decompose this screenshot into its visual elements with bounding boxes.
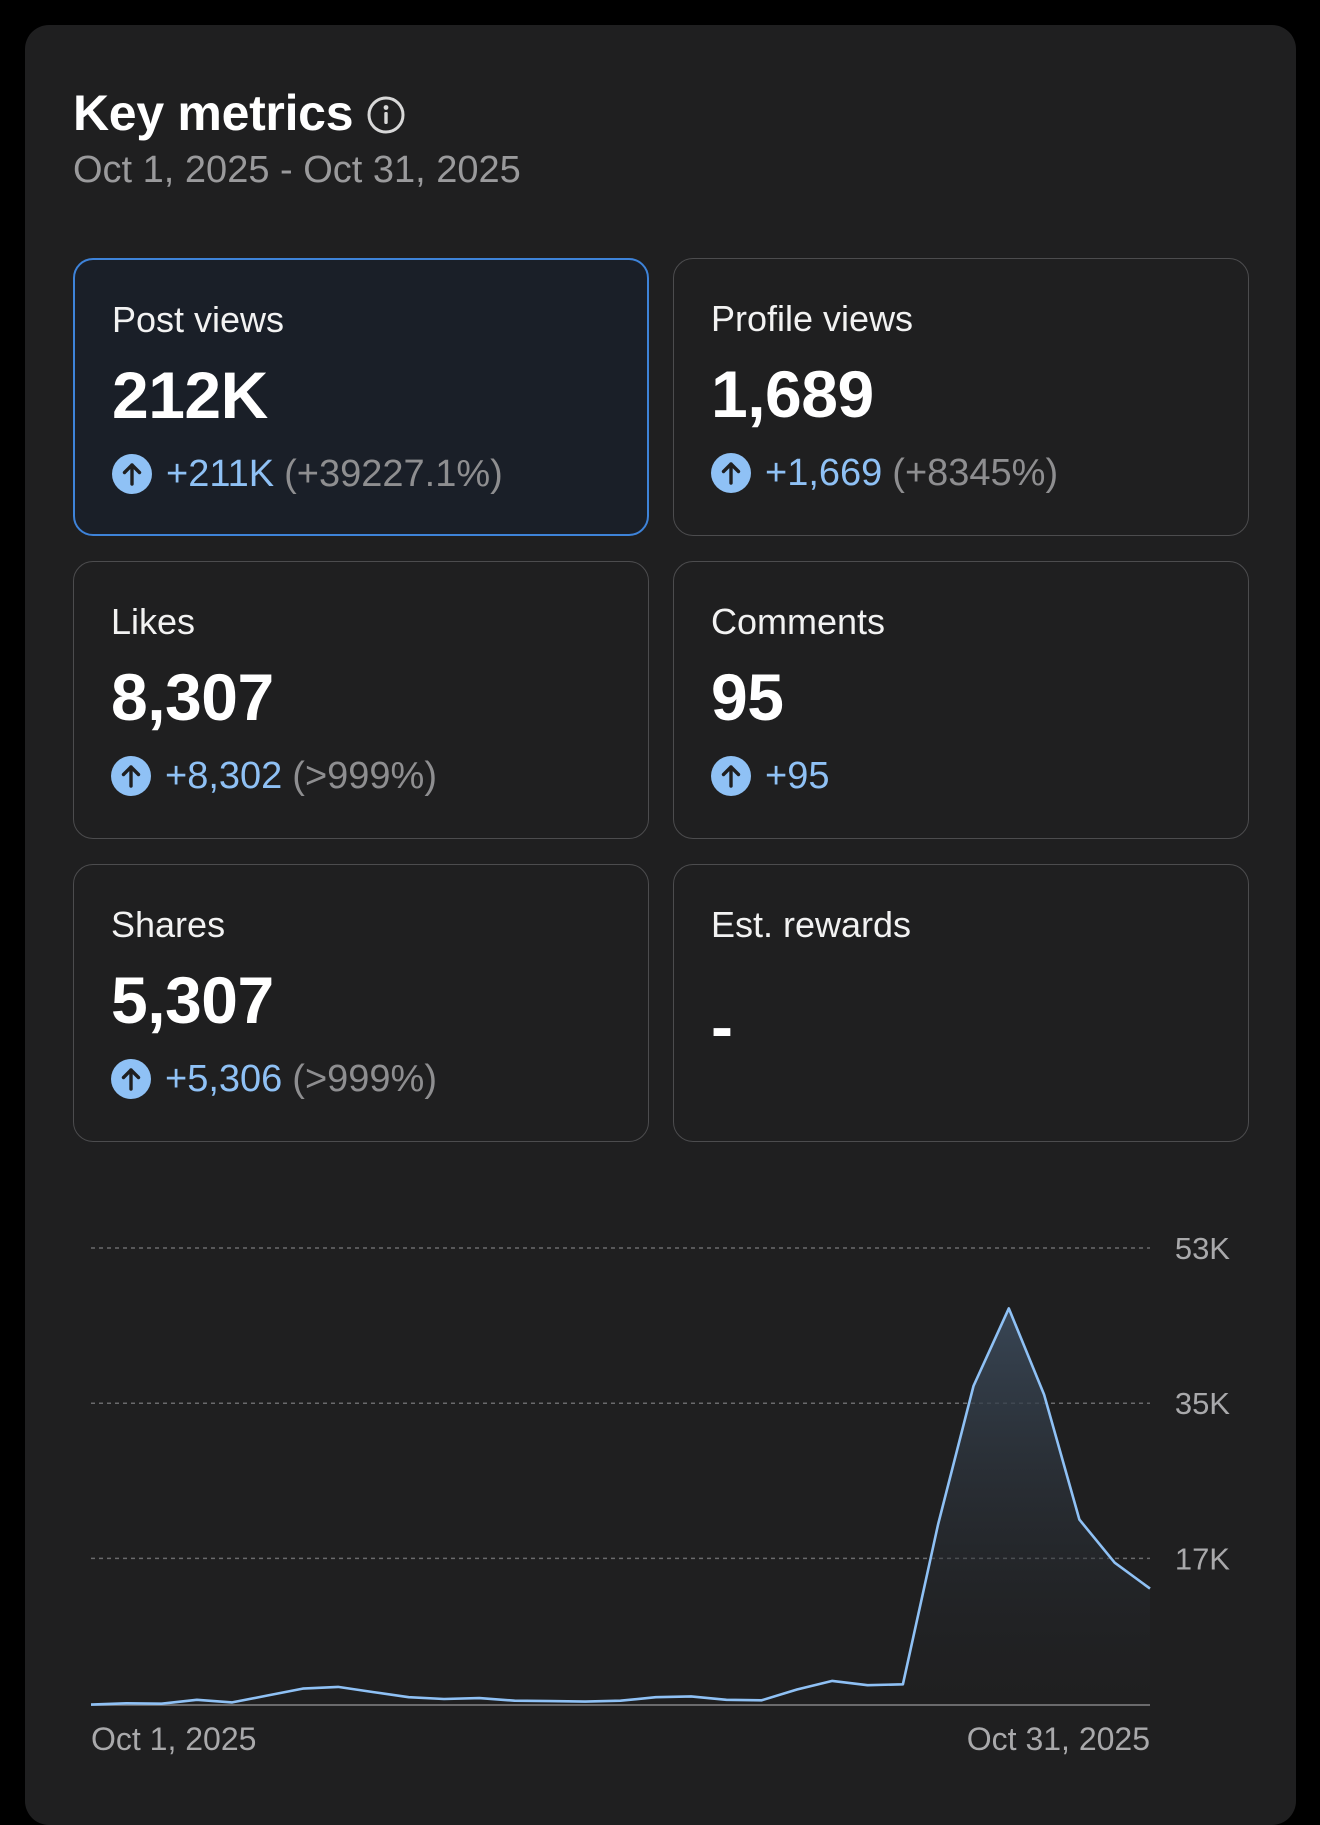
metric-label: Profile views [711, 298, 914, 339]
page-title: Key metrics [73, 85, 354, 141]
metric-card-likes[interactable]: Likes 8,307 +8,302 (>999%) [73, 561, 649, 839]
metrics-grid: Post views 212K +211K (+39227.1%) Profil… [73, 258, 1249, 1142]
metric-card-est-rewards[interactable]: Est. rewards - [673, 864, 1249, 1142]
metric-value: 212K [112, 358, 268, 432]
x-tick-label: Oct 1, 2025 [91, 1721, 256, 1757]
metric-change: +5,306 (>999%) [111, 1055, 611, 1103]
arrow-up-icon [711, 453, 751, 493]
metric-label: Shares [111, 904, 226, 945]
metric-card-post-views[interactable]: Post views 212K +211K (+39227.1%) [73, 258, 649, 536]
metric-card-shares[interactable]: Shares 5,307 +5,306 (>999%) [73, 864, 649, 1142]
metric-value: 5,307 [111, 963, 274, 1037]
y-tick-label: 53K [1175, 1231, 1230, 1266]
chart-series-line [90, 1307, 1151, 1706]
info-icon[interactable] [365, 94, 407, 136]
key-metrics-panel: Key metrics Oct 1, 2025 - Oct 31, 2025 P… [25, 25, 1296, 1825]
header: Key metrics Oct 1, 2025 - Oct 31, 2025 [73, 83, 521, 192]
chart-area-fill [91, 1308, 1150, 1705]
metric-label: Likes [111, 601, 196, 642]
metric-change: +211K (+39227.1%) [112, 450, 610, 498]
change-percent: (>999%) [292, 1057, 437, 1100]
metric-label: Post views [112, 299, 285, 340]
change-percent: (>999%) [292, 754, 437, 797]
metric-value: 95 [711, 660, 784, 734]
x-tick-label: Oct 31, 2025 [967, 1721, 1150, 1757]
change-absolute: +95 [765, 754, 830, 797]
title-row: Key metrics [73, 83, 521, 143]
arrow-up-icon [111, 756, 151, 796]
metric-change: +8,302 (>999%) [111, 752, 611, 800]
change-absolute: +1,669 [765, 451, 883, 494]
chart-svg: 17K 35K 53K Oct 1, 2025 Oct 31, 2025 [90, 1231, 1230, 1757]
metric-value: - [711, 989, 733, 1063]
change-absolute: +211K [166, 452, 275, 495]
metric-label: Comments [711, 601, 886, 642]
metric-change: +95 [711, 752, 1211, 800]
metric-card-profile-views[interactable]: Profile views 1,689 +1,669 (+8345%) [673, 258, 1249, 536]
arrow-up-icon [112, 454, 152, 494]
arrow-up-icon [711, 756, 751, 796]
change-percent: (+8345%) [892, 451, 1059, 494]
metric-value: 1,689 [711, 357, 874, 431]
y-tick-label: 35K [1175, 1386, 1230, 1421]
metric-value: 8,307 [111, 660, 274, 734]
metric-card-comments[interactable]: Comments 95 +95 [673, 561, 1249, 839]
change-absolute: +8,302 [165, 754, 283, 797]
y-tick-label: 17K [1175, 1541, 1230, 1576]
metric-label: Est. rewards [711, 904, 912, 945]
change-absolute: +5,306 [165, 1057, 283, 1100]
change-percent: (+39227.1%) [284, 452, 503, 495]
arrow-up-icon [111, 1059, 151, 1099]
date-range: Oct 1, 2025 - Oct 31, 2025 [73, 149, 521, 191]
post-views-chart: 17K 35K 53K Oct 1, 2025 Oct 31, 2025 [25, 1205, 1296, 1785]
metric-change: +1,669 (+8345%) [711, 449, 1211, 497]
